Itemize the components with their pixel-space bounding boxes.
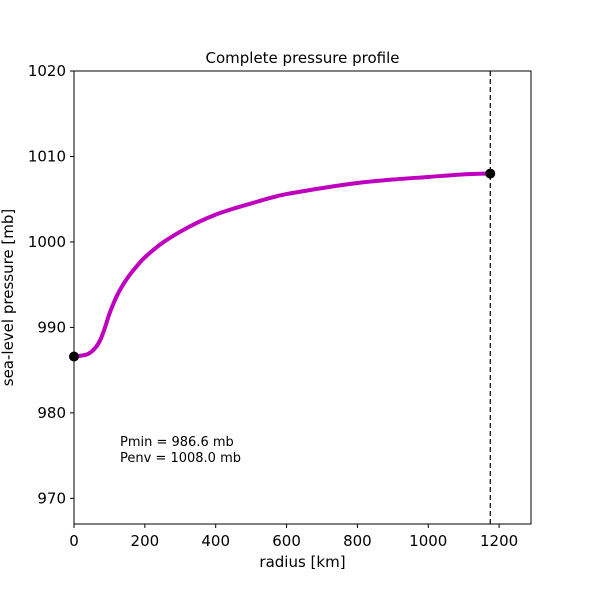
x-tick-label: 1000 <box>409 532 447 550</box>
x-axis-label: radius [km] <box>259 553 345 571</box>
x-tick-label: 0 <box>69 532 79 550</box>
y-tick-label: 990 <box>37 318 66 336</box>
y-tick-label: 1000 <box>28 233 66 251</box>
y-tick-label: 1010 <box>28 147 66 165</box>
x-tick-label: 800 <box>343 532 372 550</box>
plot-frame <box>73 70 532 525</box>
x-tick-label: 1200 <box>480 532 518 550</box>
y-axis-ticks: 970 980 990 1000 1010 1020 <box>28 62 74 507</box>
y-axis-label: sea-level pressure [mb] <box>0 209 17 386</box>
penv-marker <box>485 168 496 179</box>
x-tick-label: 400 <box>201 532 230 550</box>
x-axis-ticks: 0 200 400 600 800 1000 1200 <box>69 524 518 550</box>
penv-annotation: Penv = 1008.0 mb <box>120 451 241 466</box>
x-tick-label: 200 <box>131 532 160 550</box>
chart-title: Complete pressure profile <box>206 49 400 67</box>
y-tick-label: 1020 <box>28 62 66 80</box>
pmin-annotation: Pmin = 986.6 mb <box>120 435 234 450</box>
pressure-series-line <box>72 171 493 359</box>
y-tick-label: 970 <box>37 489 66 507</box>
y-tick-label: 980 <box>37 404 66 422</box>
x-tick-label: 600 <box>272 532 301 550</box>
